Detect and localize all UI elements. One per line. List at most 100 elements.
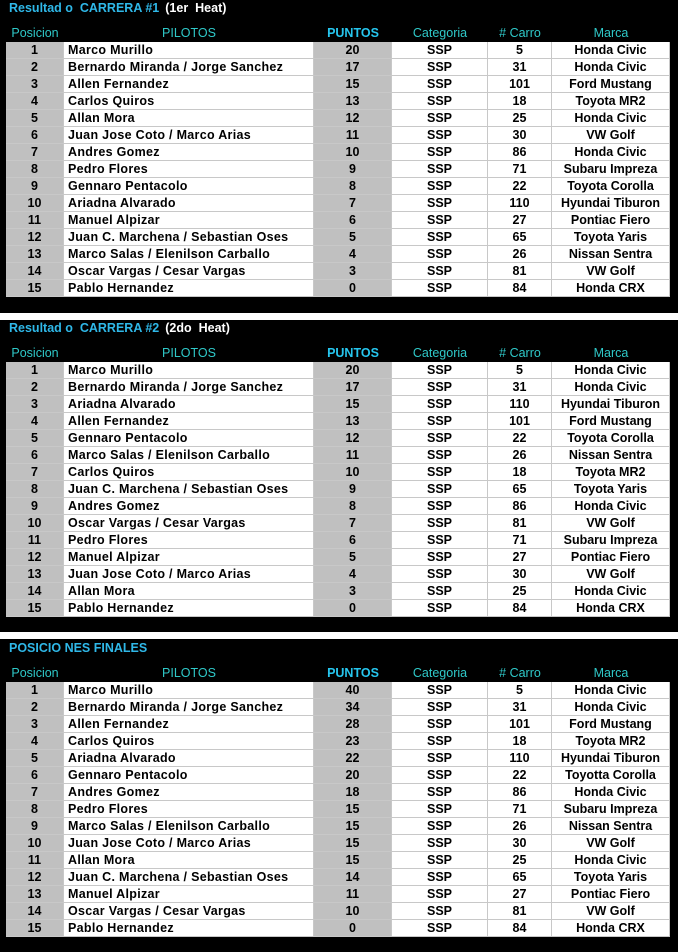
marca-cell[interactable]: Nissan Sentra	[552, 447, 670, 464]
piloto-cell[interactable]: Oscar Vargas / Cesar Vargas	[64, 263, 314, 280]
marca-cell[interactable]: Toyota Yaris	[552, 229, 670, 246]
marca-cell[interactable]: Honda Civic	[552, 144, 670, 161]
marca-cell[interactable]: VW Golf	[552, 263, 670, 280]
puntos-cell[interactable]: 22	[314, 750, 392, 767]
marca-cell[interactable]: VW Golf	[552, 566, 670, 583]
puntos-cell[interactable]: 3	[314, 583, 392, 600]
marca-cell[interactable]: Pontiac Fiero	[552, 212, 670, 229]
posicion-cell[interactable]: 10	[6, 835, 64, 852]
categoria-cell[interactable]: SSP	[392, 733, 488, 750]
marca-cell[interactable]: Honda Civic	[552, 852, 670, 869]
posicion-cell[interactable]: 5	[6, 110, 64, 127]
puntos-cell[interactable]: 9	[314, 161, 392, 178]
categoria-cell[interactable]: SSP	[392, 481, 488, 498]
carro-cell[interactable]: 25	[488, 110, 552, 127]
categoria-cell[interactable]: SSP	[392, 195, 488, 212]
marca-cell[interactable]: Ford Mustang	[552, 76, 670, 93]
categoria-cell[interactable]: SSP	[392, 379, 488, 396]
piloto-cell[interactable]: Manuel Alpizar	[64, 886, 314, 903]
carro-cell[interactable]: 86	[488, 784, 552, 801]
piloto-cell[interactable]: Carlos Quiros	[64, 733, 314, 750]
piloto-cell[interactable]: Juan Jose Coto / Marco Arias	[64, 127, 314, 144]
marca-cell[interactable]: Honda Civic	[552, 362, 670, 379]
posicion-cell[interactable]: 14	[6, 583, 64, 600]
categoria-cell[interactable]: SSP	[392, 42, 488, 59]
marca-cell[interactable]: VW Golf	[552, 835, 670, 852]
carro-cell[interactable]: 65	[488, 481, 552, 498]
piloto-cell[interactable]: Marco Salas / Elenilson Carballo	[64, 246, 314, 263]
carro-cell[interactable]: 22	[488, 178, 552, 195]
puntos-cell[interactable]: 23	[314, 733, 392, 750]
piloto-cell[interactable]: Allan Mora	[64, 110, 314, 127]
puntos-cell[interactable]: 17	[314, 379, 392, 396]
puntos-cell[interactable]: 28	[314, 716, 392, 733]
posicion-cell[interactable]: 11	[6, 532, 64, 549]
carro-cell[interactable]: 31	[488, 379, 552, 396]
categoria-cell[interactable]: SSP	[392, 280, 488, 297]
carro-cell[interactable]: 5	[488, 362, 552, 379]
marca-cell[interactable]: Toyota Yaris	[552, 869, 670, 886]
posicion-cell[interactable]: 9	[6, 818, 64, 835]
carro-cell[interactable]: 81	[488, 263, 552, 280]
puntos-cell[interactable]: 10	[314, 903, 392, 920]
piloto-cell[interactable]: Ariadna Alvarado	[64, 396, 314, 413]
piloto-cell[interactable]: Bernardo Miranda / Jorge Sanchez	[64, 379, 314, 396]
carro-cell[interactable]: 27	[488, 549, 552, 566]
categoria-cell[interactable]: SSP	[392, 903, 488, 920]
posicion-cell[interactable]: 4	[6, 93, 64, 110]
carro-cell[interactable]: 26	[488, 246, 552, 263]
puntos-cell[interactable]: 15	[314, 852, 392, 869]
categoria-cell[interactable]: SSP	[392, 362, 488, 379]
categoria-cell[interactable]: SSP	[392, 127, 488, 144]
carro-cell[interactable]: 101	[488, 76, 552, 93]
piloto-cell[interactable]: Oscar Vargas / Cesar Vargas	[64, 515, 314, 532]
marca-cell[interactable]: Hyundai Tiburon	[552, 750, 670, 767]
posicion-cell[interactable]: 15	[6, 600, 64, 617]
carro-cell[interactable]: 86	[488, 144, 552, 161]
categoria-cell[interactable]: SSP	[392, 532, 488, 549]
piloto-cell[interactable]: Manuel Alpizar	[64, 212, 314, 229]
puntos-cell[interactable]: 15	[314, 396, 392, 413]
posicion-cell[interactable]: 15	[6, 280, 64, 297]
categoria-cell[interactable]: SSP	[392, 263, 488, 280]
categoria-cell[interactable]: SSP	[392, 784, 488, 801]
carro-cell[interactable]: 84	[488, 920, 552, 937]
marca-cell[interactable]: VW Golf	[552, 903, 670, 920]
marca-cell[interactable]: Toyotta Corolla	[552, 767, 670, 784]
carro-cell[interactable]: 65	[488, 229, 552, 246]
puntos-cell[interactable]: 4	[314, 566, 392, 583]
posicion-cell[interactable]: 1	[6, 362, 64, 379]
piloto-cell[interactable]: Gennaro Pentacolo	[64, 178, 314, 195]
posicion-cell[interactable]: 15	[6, 920, 64, 937]
piloto-cell[interactable]: Bernardo Miranda / Jorge Sanchez	[64, 59, 314, 76]
marca-cell[interactable]: Pontiac Fiero	[552, 549, 670, 566]
marca-cell[interactable]: Honda Civic	[552, 379, 670, 396]
categoria-cell[interactable]: SSP	[392, 869, 488, 886]
piloto-cell[interactable]: Ariadna Alvarado	[64, 195, 314, 212]
puntos-cell[interactable]: 12	[314, 110, 392, 127]
piloto-cell[interactable]: Marco Murillo	[64, 682, 314, 699]
piloto-cell[interactable]: Andres Gomez	[64, 784, 314, 801]
categoria-cell[interactable]: SSP	[392, 549, 488, 566]
posicion-cell[interactable]: 4	[6, 413, 64, 430]
puntos-cell[interactable]: 7	[314, 515, 392, 532]
posicion-cell[interactable]: 9	[6, 178, 64, 195]
categoria-cell[interactable]: SSP	[392, 699, 488, 716]
piloto-cell[interactable]: Pablo Hernandez	[64, 280, 314, 297]
carro-cell[interactable]: 81	[488, 903, 552, 920]
categoria-cell[interactable]: SSP	[392, 852, 488, 869]
piloto-cell[interactable]: Gennaro Pentacolo	[64, 430, 314, 447]
categoria-cell[interactable]: SSP	[392, 110, 488, 127]
puntos-cell[interactable]: 18	[314, 784, 392, 801]
categoria-cell[interactable]: SSP	[392, 566, 488, 583]
puntos-cell[interactable]: 0	[314, 280, 392, 297]
piloto-cell[interactable]: Carlos Quiros	[64, 93, 314, 110]
carro-cell[interactable]: 5	[488, 42, 552, 59]
carro-cell[interactable]: 30	[488, 835, 552, 852]
carro-cell[interactable]: 27	[488, 212, 552, 229]
puntos-cell[interactable]: 20	[314, 362, 392, 379]
categoria-cell[interactable]: SSP	[392, 76, 488, 93]
piloto-cell[interactable]: Allen Fernandez	[64, 76, 314, 93]
posicion-cell[interactable]: 8	[6, 481, 64, 498]
puntos-cell[interactable]: 13	[314, 413, 392, 430]
